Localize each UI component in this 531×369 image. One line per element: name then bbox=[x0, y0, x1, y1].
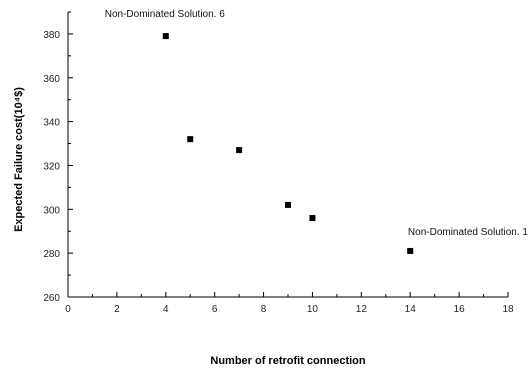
data-point bbox=[236, 147, 243, 154]
x-tick-label: 16 bbox=[454, 304, 466, 315]
x-tick-label: 18 bbox=[502, 304, 514, 315]
y-tick-label: 280 bbox=[43, 249, 60, 260]
y-tick-label: 360 bbox=[43, 74, 60, 85]
axes bbox=[67, 12, 508, 298]
y-tick-label: 340 bbox=[43, 118, 60, 129]
x-tick-label: 0 bbox=[65, 304, 71, 315]
annotation-label: Non-Dominated Solution. 1 bbox=[408, 227, 529, 238]
x-tick-label: 12 bbox=[356, 304, 368, 315]
x-tick-label: 4 bbox=[163, 304, 169, 315]
data-point bbox=[285, 201, 291, 208]
y-tick-label: 260 bbox=[43, 293, 60, 304]
annotation-label: Non-Dominated Solution. 6 bbox=[105, 9, 226, 20]
ticks: 0 2 4 6 8 10 12 14 16 18 260 280 300 320 340 360 380 bbox=[43, 11, 514, 315]
data-point bbox=[187, 136, 194, 143]
y-axis-title: Expected Failure cost(10⁴$) bbox=[13, 87, 25, 232]
y-tick-label: 300 bbox=[43, 205, 60, 216]
y-tick-label: 320 bbox=[43, 161, 60, 172]
data-points bbox=[162, 33, 414, 254]
x-tick-label: 8 bbox=[261, 304, 267, 315]
data-point bbox=[407, 247, 414, 254]
x-tick-label: 10 bbox=[307, 304, 319, 315]
x-tick-label: 6 bbox=[212, 304, 218, 315]
annotations: Non-Dominated Solution. 6 Non-Dominated S… bbox=[105, 9, 529, 238]
x-tick-label: 14 bbox=[405, 304, 417, 315]
x-axis-title: Number of retrofit connection bbox=[210, 355, 366, 367]
data-point bbox=[309, 215, 316, 222]
x-tick-label: 2 bbox=[114, 304, 120, 315]
data-point bbox=[162, 33, 169, 40]
y-tick-label: 380 bbox=[43, 30, 60, 41]
